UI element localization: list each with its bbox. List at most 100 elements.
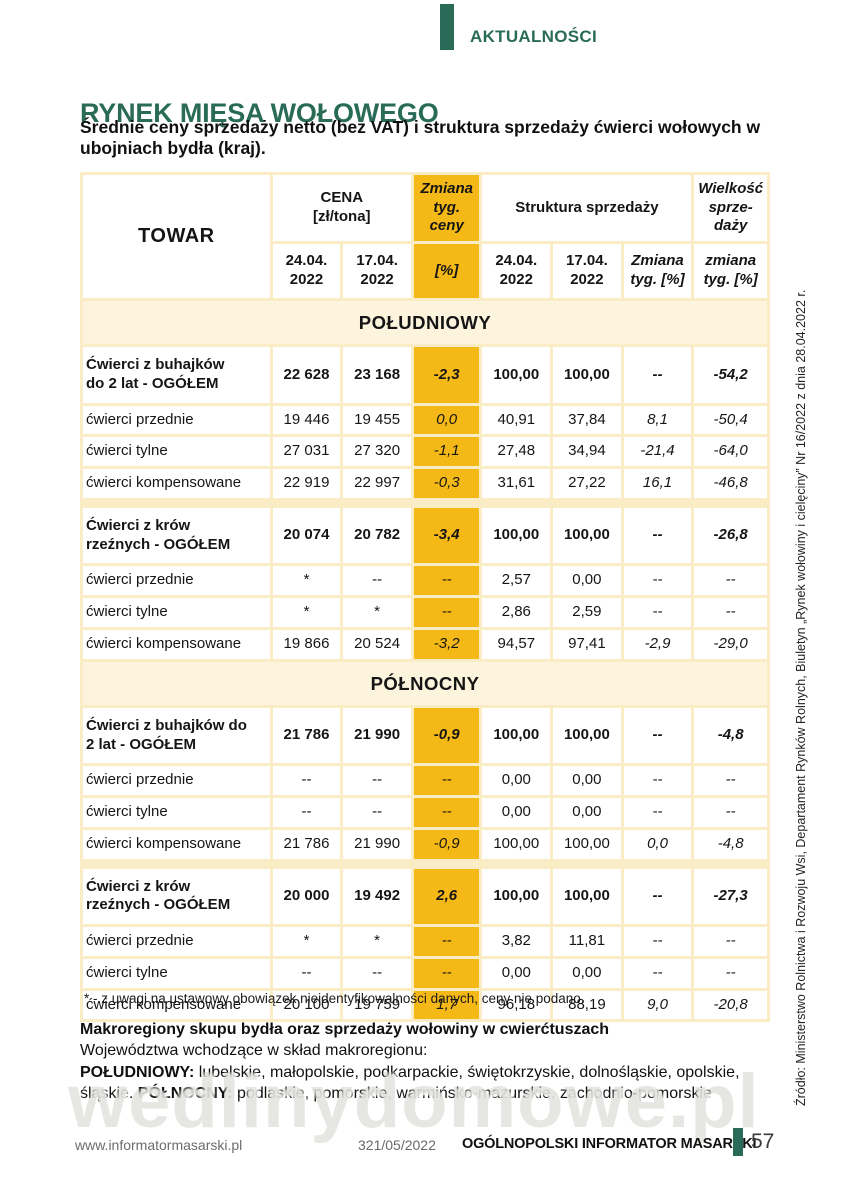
- row-label: ćwierci kompensowane: [83, 829, 270, 859]
- footer-magazine-title: OGÓLNOPOLSKI INFORMATOR MASARSKI: [462, 1136, 757, 1152]
- value-cell: 3,82: [482, 927, 551, 956]
- value-cell: 37,84: [553, 405, 621, 435]
- value-cell: -0,9: [413, 829, 480, 859]
- value-cell: *: [272, 927, 341, 956]
- value-cell: 100,00: [482, 829, 551, 859]
- value-cell: 22 919: [272, 469, 341, 498]
- market-table-body: POŁUDNIOWY Ćwierci z buhajków do 2 lat - …: [83, 301, 767, 1020]
- header-accent-bar: [440, 4, 454, 50]
- value-cell: --: [623, 868, 692, 924]
- value-cell: 8,1: [623, 405, 692, 435]
- row-label: ćwierci tylne: [83, 958, 270, 988]
- value-cell: -29,0: [694, 629, 767, 659]
- col-header-1: CENA [zł/tona]: [272, 175, 411, 241]
- value-cell: --: [343, 798, 411, 827]
- value-cell: -3,2: [413, 629, 480, 659]
- macroregion-south-label: POŁUDNIOWY:: [80, 1063, 195, 1081]
- value-cell: 88,19: [553, 990, 621, 1020]
- row-spacer-cell: [83, 862, 767, 866]
- value-cell: -0,9: [413, 707, 480, 764]
- value-cell: -54,2: [694, 347, 767, 403]
- row-label: ćwierci przednie: [83, 927, 270, 956]
- table-row: ćwierci przednie 19 446 19 455 0,0 40,91 37,8…: [83, 405, 767, 435]
- value-cell: --: [623, 347, 692, 403]
- macroregions-intro: Województwa wchodzące w skład makroregio…: [80, 1042, 428, 1060]
- page-title: RYNEK MIĘSA WOŁOWEGO: [80, 98, 439, 129]
- value-cell: --: [694, 798, 767, 827]
- value-cell: 20 782: [343, 507, 411, 564]
- table-header-row-1: TOWAR CENA [zł/tona] Zmiana tyg. ceny Struk…: [83, 175, 767, 298]
- value-cell: *: [272, 598, 341, 627]
- value-cell: -50,4: [694, 405, 767, 435]
- row-label: Ćwierci z krów rzeźnych - OGÓŁEM: [83, 868, 270, 924]
- table-row: ćwierci przednie * * -- 3,82 11,81 -- --: [83, 927, 767, 956]
- value-cell: *: [343, 927, 411, 956]
- value-cell: 0,00: [553, 766, 621, 795]
- value-cell: 100,00: [553, 347, 621, 403]
- market-table: TOWAR CENA [zł/tona] Zmiana tyg. ceny Struk…: [80, 172, 770, 1023]
- footer-page-number: 57: [751, 1130, 775, 1153]
- value-cell: 100,00: [482, 707, 551, 764]
- value-cell: 19 446: [272, 405, 341, 435]
- table-row: ćwierci tylne 27 031 27 320 -1,1 27,48 34,94-…: [83, 437, 767, 467]
- value-cell: --: [413, 566, 480, 596]
- col-subheader-0: 24.04. 2022: [272, 244, 341, 298]
- price-table-wrap: TOWAR CENA [zł/tona] Zmiana tyg. ceny Struk…: [80, 172, 770, 1023]
- table-row: ćwierci kompensowane 19 866 20 524 -3,2 94,5…: [83, 629, 767, 659]
- row-label: ćwierci tylne: [83, 437, 270, 467]
- row-spacer-cell: [83, 501, 767, 505]
- value-cell: 19 492: [343, 868, 411, 924]
- value-cell: --: [413, 958, 480, 988]
- value-cell: --: [413, 598, 480, 627]
- table-row: ćwierci tylne * * -- 2,86 2,59 -- --: [83, 598, 767, 627]
- value-cell: 100,00: [553, 868, 621, 924]
- source-note: Źródło: Ministerstwo Rolnictwa i Rozwoju…: [794, 289, 808, 1106]
- value-cell: 22 628: [272, 347, 341, 403]
- value-cell: --: [623, 507, 692, 564]
- value-cell: -2,3: [413, 347, 480, 403]
- value-cell: 0,00: [553, 958, 621, 988]
- row-label: Ćwierci z krów rzeźnych - OGÓŁEM: [83, 507, 270, 564]
- row-label: Ćwierci z buhajków do 2 lat - OGÓŁEM: [83, 347, 270, 403]
- value-cell: --: [272, 766, 341, 795]
- value-cell: 2,59: [553, 598, 621, 627]
- section-band: PÓŁNOCNY: [83, 661, 767, 705]
- value-cell: 2,6: [413, 868, 480, 924]
- value-cell: -26,8: [694, 507, 767, 564]
- value-cell: 0,0: [623, 829, 692, 859]
- value-cell: --: [413, 766, 480, 795]
- page-section-label: AKTUALNOŚCI: [470, 27, 598, 46]
- table-header-row-2: 24.04. 2022 17.04. 2022 [%] 24.04. 2022 17.0…: [83, 244, 767, 298]
- value-cell: 100,00: [482, 868, 551, 924]
- row-label: ćwierci kompensowane: [83, 990, 270, 1020]
- value-cell: --: [272, 958, 341, 988]
- row-label: ćwierci przednie: [83, 766, 270, 795]
- value-cell: --: [694, 766, 767, 795]
- row-label: ćwierci przednie: [83, 405, 270, 435]
- value-cell: --: [343, 958, 411, 988]
- section-band: POŁUDNIOWY: [83, 301, 767, 345]
- value-cell: 96,18: [482, 990, 551, 1020]
- col-subheader-1: 17.04. 2022: [343, 244, 411, 298]
- value-cell: -20,8: [694, 990, 767, 1020]
- table-row: ćwierci przednie * -- -- 2,57 0,00 -- --: [83, 566, 767, 596]
- value-cell: -4,8: [694, 829, 767, 859]
- value-cell: --: [623, 707, 692, 764]
- macroregion-south-list: lubelskie, małopolskie, podkarpackie, św…: [80, 1063, 740, 1103]
- value-cell: --: [623, 598, 692, 627]
- row-label: ćwierci przednie: [83, 566, 270, 596]
- col-subheader-5: Zmiana tyg. [%]: [623, 244, 692, 298]
- col-header-2: Zmiana tyg. ceny: [413, 175, 480, 241]
- footer-accent-bar: [733, 1128, 743, 1156]
- value-cell: 22 997: [343, 469, 411, 498]
- value-cell: --: [694, 598, 767, 627]
- macroregions-block: Makroregiony skupu bydła oraz sprzedaży …: [80, 1019, 786, 1105]
- value-cell: 0,00: [482, 766, 551, 795]
- value-cell: 0,00: [553, 798, 621, 827]
- row-label: ćwierci tylne: [83, 598, 270, 627]
- value-cell: 100,00: [553, 707, 621, 764]
- value-cell: -46,8: [694, 469, 767, 498]
- table-row: ćwierci przednie -- -- -- 0,00 0,00 -- --: [83, 766, 767, 795]
- value-cell: 97,41: [553, 629, 621, 659]
- value-cell: *: [343, 598, 411, 627]
